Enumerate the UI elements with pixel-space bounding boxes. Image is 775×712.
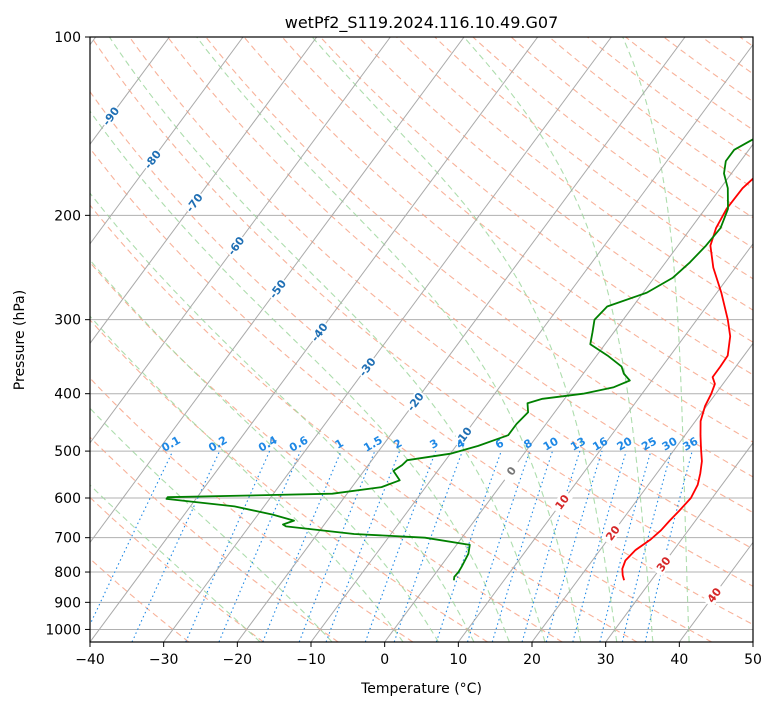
y-tick-label: 600: [54, 491, 81, 507]
x-tick-label: 40: [670, 652, 688, 668]
y-tick-label: 800: [54, 565, 81, 581]
x-tick-label: 50: [744, 652, 762, 668]
y-tick-label: 300: [54, 313, 81, 329]
y-tick-label: 700: [54, 531, 81, 547]
x-tick-label: −10: [296, 652, 326, 668]
x-tick-label: −20: [223, 652, 253, 668]
x-tick-label: −40: [75, 652, 105, 668]
x-tick-label: −30: [149, 652, 179, 668]
y-tick-label: 200: [54, 208, 81, 224]
y-tick-label: 100: [54, 30, 81, 46]
x-tick-label: 10: [449, 652, 467, 668]
y-axis-label: Pressure (hPa): [12, 290, 28, 390]
x-axis-label: Temperature (°C): [360, 681, 482, 697]
x-tick-label: 20: [523, 652, 541, 668]
y-tick-label: 900: [54, 595, 81, 611]
y-tick-label: 1000: [45, 622, 81, 638]
y-tick-label: 400: [54, 387, 81, 403]
x-tick-label: 0: [380, 652, 389, 668]
chart-title: wetPf2_S119.2024.116.10.49.G07: [285, 13, 559, 33]
y-tick-label: 500: [54, 444, 81, 460]
x-tick-label: 30: [597, 652, 615, 668]
